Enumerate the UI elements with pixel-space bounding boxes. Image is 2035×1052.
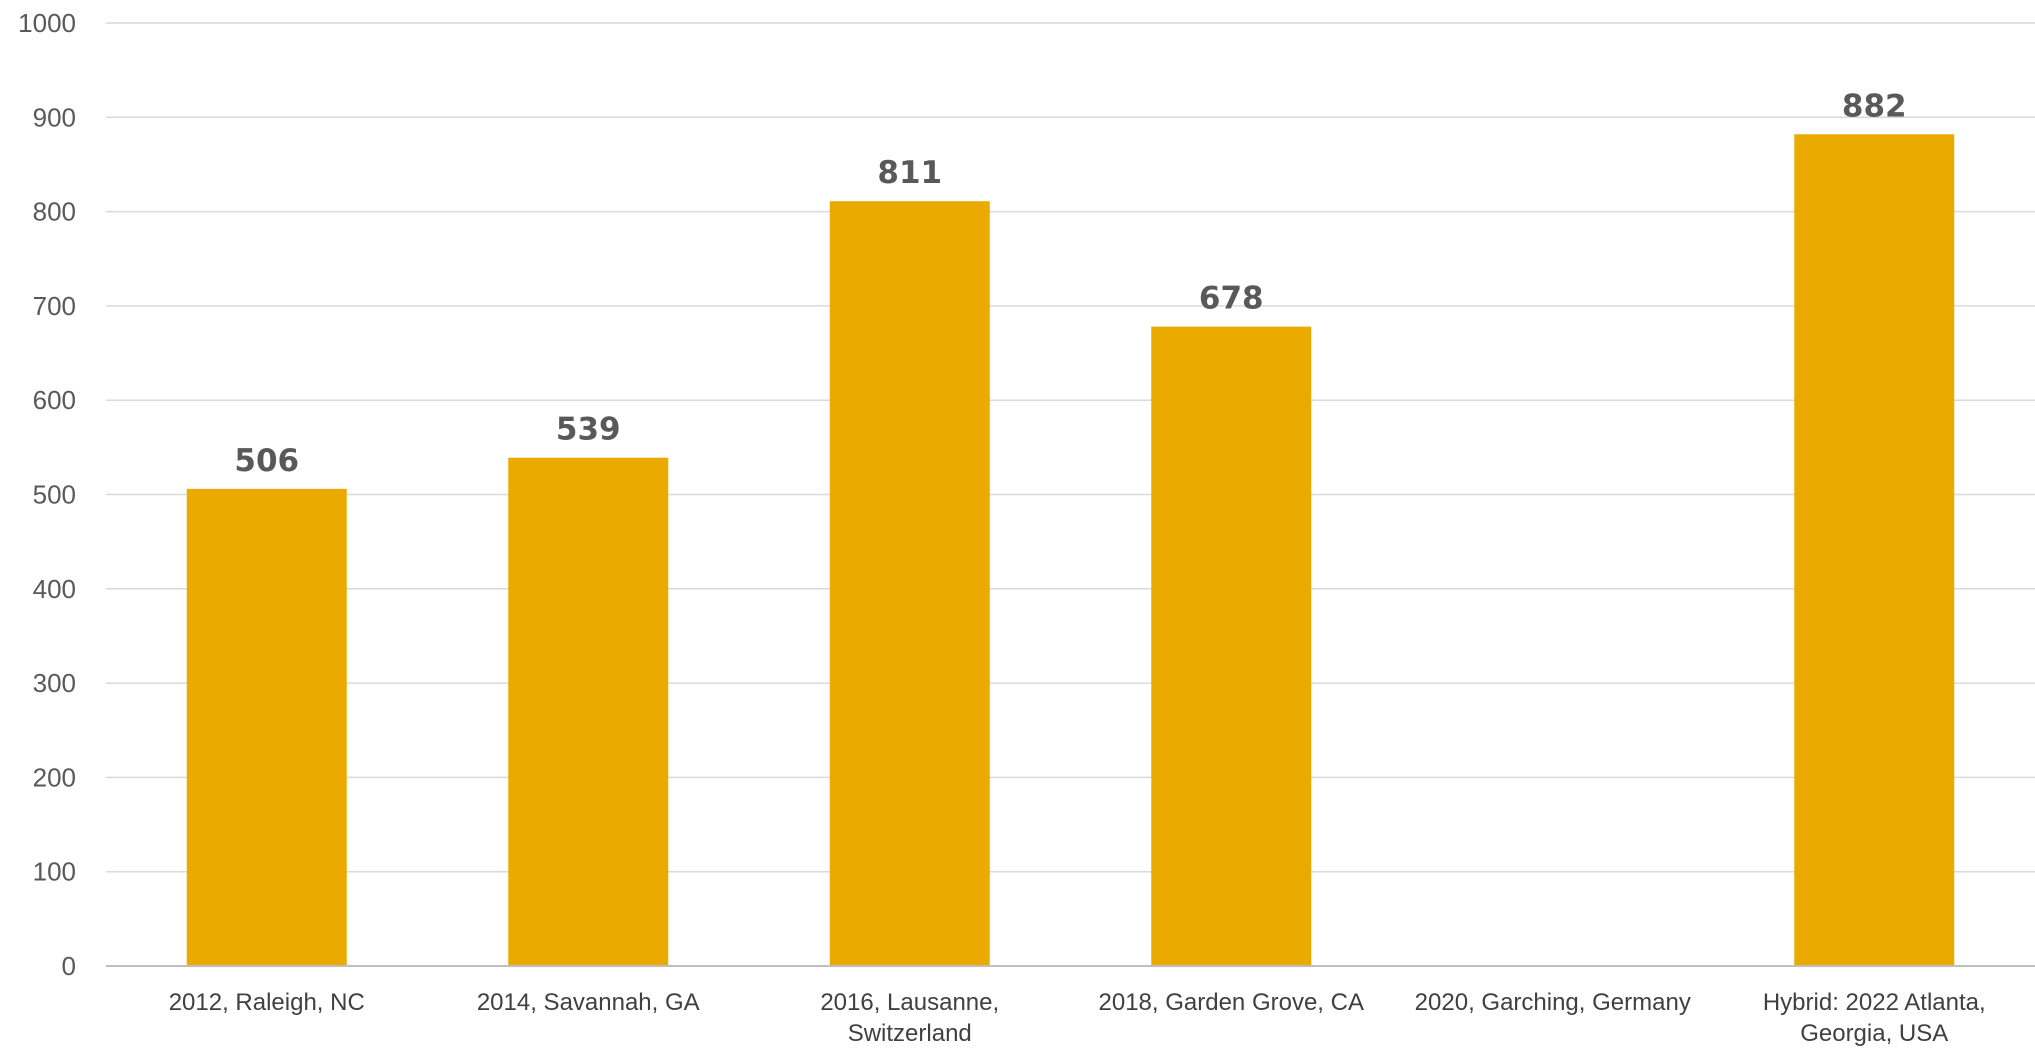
x-tick-label: 2012, Raleigh, NC bbox=[169, 989, 365, 1016]
y-tick-label: 500 bbox=[33, 480, 76, 510]
x-tick-label-line: 2014, Savannah, GA bbox=[477, 989, 700, 1016]
data-label: 506 bbox=[234, 443, 299, 479]
y-axis-ticks: 0 100 200 300 400 500 600 700 800 900 1000 bbox=[18, 8, 76, 981]
y-tick-label: 200 bbox=[33, 762, 76, 792]
bars bbox=[186, 134, 1955, 967]
bar bbox=[829, 201, 990, 967]
bar bbox=[1151, 326, 1312, 966]
data-labels: 506 539 811 678 882 bbox=[234, 88, 1906, 479]
x-tick-label-line: Switzerland bbox=[848, 1020, 972, 1047]
data-label: 811 bbox=[877, 155, 942, 191]
y-tick-label: 700 bbox=[33, 291, 76, 321]
y-tick-label: 600 bbox=[33, 385, 76, 415]
x-tick-label: 2014, Savannah, GA bbox=[477, 989, 700, 1016]
x-tick-label: 2020, Garching, Germany bbox=[1415, 989, 1691, 1016]
y-tick-label: 100 bbox=[33, 857, 76, 887]
y-tick-label: 0 bbox=[62, 951, 76, 981]
bar bbox=[508, 457, 669, 966]
x-tick-label-line: Georgia, USA bbox=[1800, 1020, 1948, 1047]
x-tick-label-line: Hybrid: 2022 Atlanta, bbox=[1763, 989, 1986, 1016]
y-tick-label: 800 bbox=[33, 197, 76, 227]
bar bbox=[1794, 134, 1955, 967]
y-tick-label: 1000 bbox=[18, 8, 76, 38]
x-tick-label: Hybrid: 2022 Atlanta, Georgia, USA bbox=[1763, 989, 1986, 1047]
y-tick-label: 400 bbox=[33, 574, 76, 604]
x-tick-label-line: 2012, Raleigh, NC bbox=[169, 989, 365, 1016]
x-tick-label-line: 2018, Garden Grove, CA bbox=[1099, 989, 1364, 1016]
gridlines bbox=[106, 22, 2035, 873]
data-label: 678 bbox=[1199, 281, 1264, 317]
data-label: 882 bbox=[1842, 88, 1907, 124]
x-tick-label-line: 2020, Garching, Germany bbox=[1415, 989, 1691, 1016]
y-tick-label: 900 bbox=[33, 102, 76, 132]
bar bbox=[186, 488, 347, 966]
data-label: 539 bbox=[556, 412, 621, 448]
x-tick-label-line: 2016, Lausanne, bbox=[820, 989, 999, 1016]
x-tick-label: 2016, Lausanne, Switzerland bbox=[820, 989, 999, 1047]
x-axis-ticks: 2012, Raleigh, NC 2014, Savannah, GA 2016,… bbox=[169, 989, 1986, 1047]
x-tick-label: 2018, Garden Grove, CA bbox=[1099, 989, 1364, 1016]
y-tick-label: 300 bbox=[33, 668, 76, 698]
